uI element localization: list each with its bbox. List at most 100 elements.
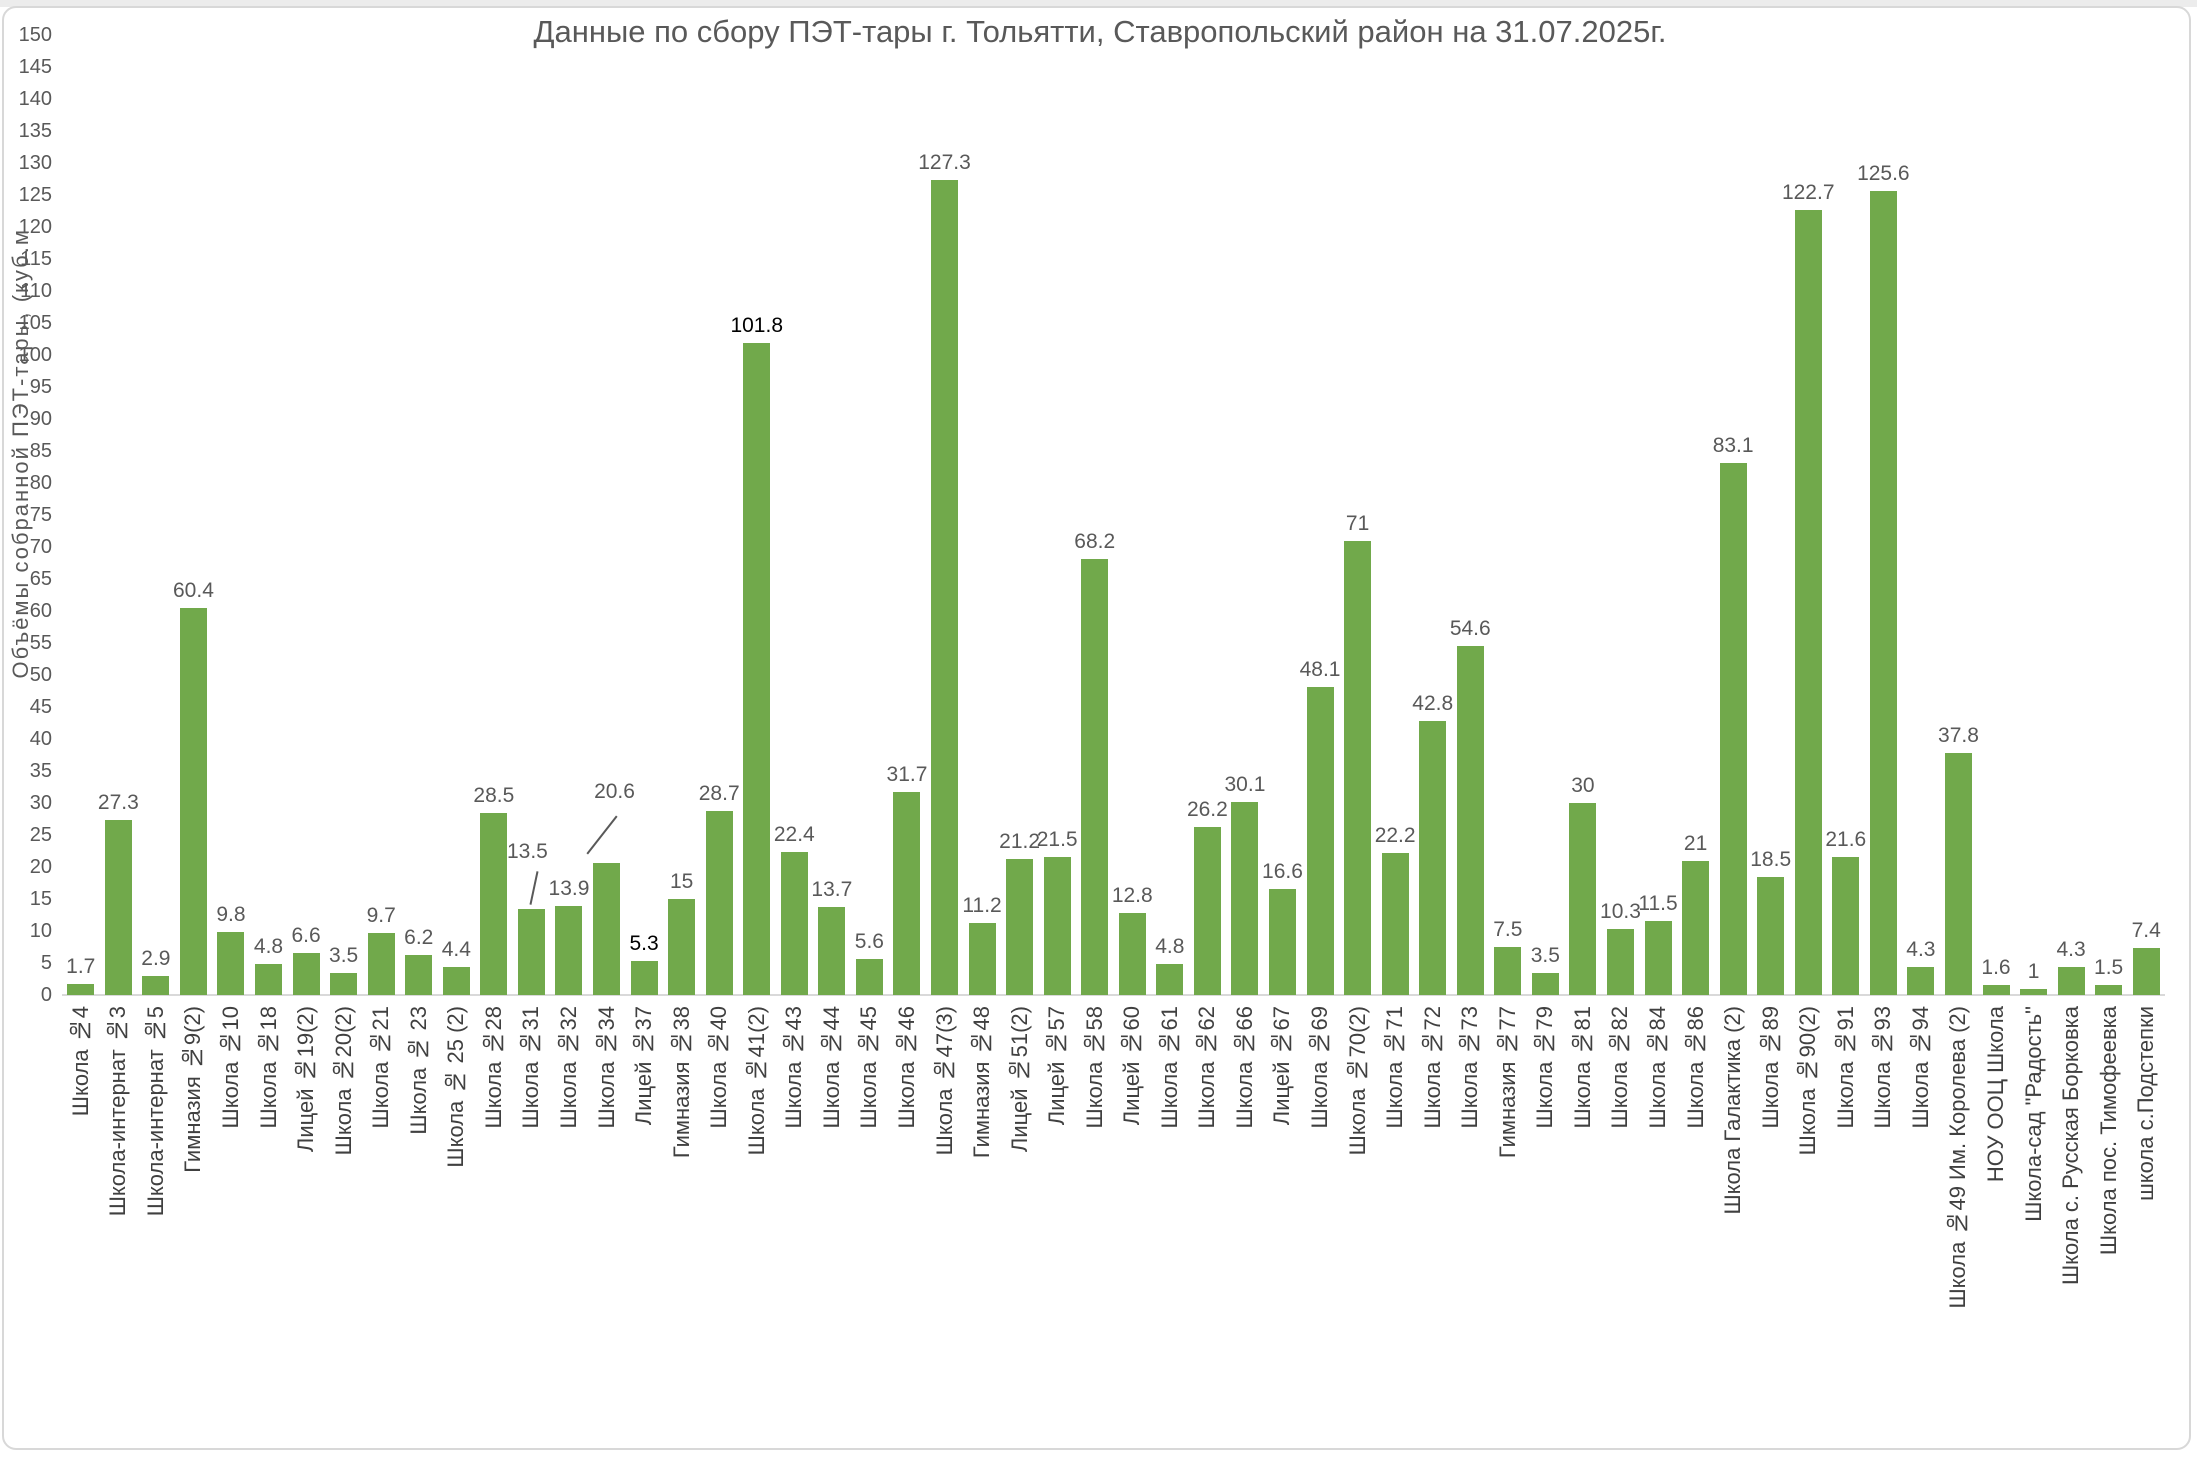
bar-value-label: 26.2	[1186, 798, 1228, 822]
y-tick-label: 40	[29, 728, 52, 750]
x-axis-line	[62, 994, 2165, 996]
bar	[1231, 802, 1259, 995]
y-tick-label: 60	[29, 600, 52, 622]
bar	[2095, 985, 2123, 995]
bar-value-label: 7.4	[2131, 918, 2161, 942]
bar	[1456, 645, 1484, 995]
category-label: Школа №31	[518, 1006, 544, 1129]
page-top-strip	[0, 0, 2197, 7]
bar-value-label: 13.7	[811, 878, 853, 902]
category-label: Лицей №57	[1044, 1006, 1070, 1126]
y-tick-label: 75	[29, 504, 52, 526]
y-tick-label: 135	[18, 120, 52, 142]
category-label: Гимназия №38	[668, 1006, 694, 1159]
bar	[442, 966, 470, 995]
category-label: школа с.Подстепки	[2133, 1006, 2159, 1201]
bar	[2132, 947, 2160, 995]
bar	[968, 923, 996, 995]
bar-value-label: 30.1	[1224, 773, 1266, 797]
bar-value-label: 15	[669, 870, 694, 893]
category-label: Школа №41(2)	[743, 1006, 769, 1156]
bar-value-label: 6.6	[291, 923, 321, 947]
bar-value-label: 1.5	[2094, 956, 2124, 980]
bar	[855, 959, 883, 995]
bar-value-label: 83.1	[1712, 434, 1754, 458]
y-tick-label: 140	[18, 88, 52, 110]
category-label: Школа № 25 (2)	[443, 1006, 469, 1168]
y-tick-label: 125	[18, 184, 52, 206]
bar-value-label: 9.7	[366, 903, 396, 927]
bar	[1494, 947, 1522, 995]
bar-value-label: 1	[2027, 959, 2040, 983]
bar-value-label: 101.8	[730, 314, 784, 338]
bar-value-label: 22.4	[773, 822, 815, 846]
bar-value-label: 28.7	[698, 782, 740, 806]
bar-value-label: 21.2	[999, 830, 1041, 854]
category-label: Школа №34	[593, 1006, 619, 1129]
bar	[255, 964, 283, 995]
bar-value-label: 13.9	[548, 877, 590, 901]
y-tick-label: 50	[29, 664, 52, 686]
y-tick-label: 55	[29, 632, 52, 654]
bar	[1682, 860, 1710, 995]
bar	[330, 972, 358, 995]
category-label: Школа №93	[1870, 1006, 1896, 1129]
bar-value-label: 42.8	[1412, 692, 1454, 716]
bar-value-label: 48.1	[1299, 658, 1341, 682]
y-tick-label: 115	[20, 248, 52, 270]
bar	[705, 811, 733, 995]
bar-value-label: 27.3	[97, 791, 139, 815]
bar-value-label: 3.5	[329, 943, 359, 967]
category-label: Школа №40	[706, 1006, 732, 1129]
bar	[1606, 929, 1634, 995]
y-tick-label: 90	[29, 408, 52, 430]
category-label: Школа-интернат №3	[105, 1006, 131, 1217]
bar-value-label: 13.5	[506, 839, 548, 863]
bar	[2057, 967, 2085, 995]
bar	[217, 932, 245, 995]
bar-value-label: 20.6	[594, 780, 635, 804]
bar-value-label: 7.5	[1493, 918, 1523, 941]
bar	[1306, 687, 1334, 995]
bar-value-label: 28.5	[473, 783, 515, 807]
y-tick-label: 35	[29, 760, 52, 782]
bar	[593, 863, 621, 995]
category-label: Школа №81	[1569, 1006, 1595, 1129]
bar	[1569, 803, 1597, 995]
bar	[1869, 191, 1897, 995]
category-label: Лицей №51(2)	[1006, 1006, 1032, 1153]
bar-value-label: 4.3	[2056, 938, 2086, 962]
bar-value-label: 54.6	[1449, 616, 1491, 640]
y-tick-label: 120	[18, 216, 52, 238]
bar-value-label: 22.2	[1374, 823, 1416, 847]
bar	[1719, 463, 1747, 995]
bar-value-label: 6.2	[404, 926, 434, 950]
category-label: Школа №62	[1194, 1006, 1220, 1129]
bar	[1118, 913, 1146, 995]
category-label: Школа №49 Им. Королева (2)	[1945, 1006, 1971, 1309]
category-label: Школа №44	[818, 1006, 844, 1129]
bar-value-label: 5.3	[629, 932, 659, 956]
bar	[2020, 988, 2048, 995]
bar-value-label: 1.7	[66, 955, 96, 979]
bar	[517, 908, 545, 995]
bar	[1268, 888, 1296, 995]
category-label: Школа №70(2)	[1344, 1006, 1370, 1156]
bar-value-label: 1.6	[1981, 955, 2011, 979]
category-label: Школа №21	[368, 1006, 394, 1129]
y-tick-label: 30	[29, 792, 52, 814]
category-label: Школа-сад "Радость"	[2020, 1006, 2046, 1222]
bar	[67, 984, 95, 995]
bar	[1757, 876, 1785, 995]
category-label: Лицей №67	[1269, 1006, 1295, 1126]
bar	[893, 792, 921, 995]
bar	[1193, 827, 1221, 995]
bar-value-label: 9.8	[216, 903, 246, 927]
category-label: НОУ ООЦ Школа	[1983, 1006, 2008, 1183]
bar-value-label: 16.6	[1262, 859, 1303, 883]
y-tick-label: 25	[29, 824, 52, 846]
bar	[142, 976, 170, 995]
bar	[818, 907, 846, 995]
bar	[1081, 558, 1109, 995]
bar-value-label: 11.2	[962, 894, 1002, 918]
